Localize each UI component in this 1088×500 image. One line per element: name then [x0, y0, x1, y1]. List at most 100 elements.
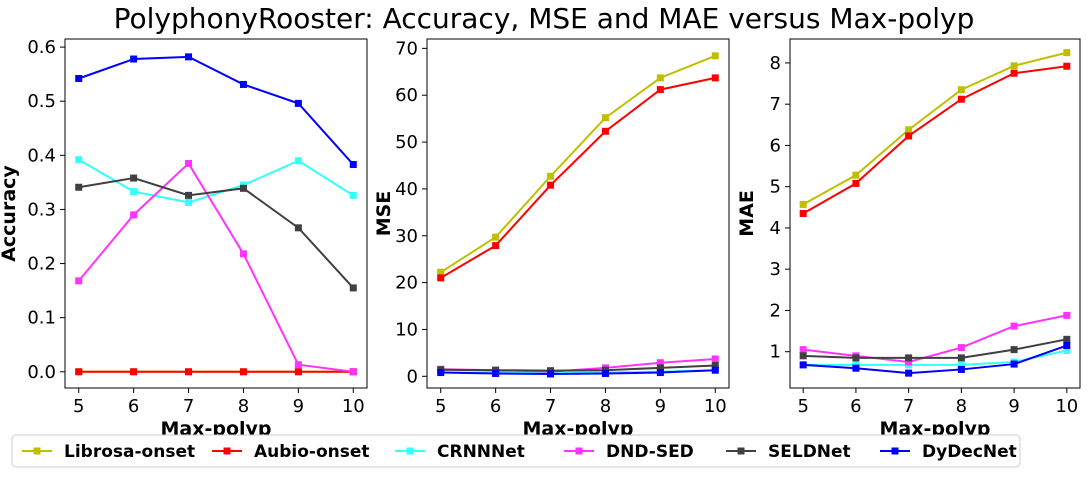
- x-tick-label: 10: [342, 396, 365, 417]
- legend-label: Librosa-onset: [64, 442, 195, 462]
- series-librosa-onset: [799, 49, 1071, 208]
- data-point: [130, 174, 138, 182]
- legend-swatch-marker: [33, 447, 41, 455]
- data-point: [601, 127, 609, 135]
- y-tick-label: 60: [395, 85, 418, 106]
- x-tick-label: 8: [238, 396, 249, 417]
- data-point: [1063, 342, 1071, 350]
- series-aubio-onset: [437, 74, 719, 282]
- series-line: [78, 158, 354, 204]
- x-tick-label: 7: [545, 396, 556, 417]
- y-tick-label: 7: [770, 94, 781, 115]
- series-dnd-sed: [75, 159, 357, 376]
- data-point: [1063, 311, 1071, 319]
- data-point: [711, 355, 719, 363]
- data-point: [294, 361, 302, 369]
- data-point: [799, 210, 807, 217]
- data-point: [239, 184, 247, 192]
- data-point: [349, 161, 357, 169]
- data-point: [294, 368, 302, 376]
- series-line: [803, 344, 1068, 375]
- data-point: [656, 369, 664, 377]
- data-point: [601, 369, 609, 377]
- y-axis-label: MSE: [373, 191, 395, 237]
- series-aubio-onset: [799, 62, 1071, 217]
- data-point: [905, 354, 913, 362]
- data-point: [1010, 69, 1018, 77]
- x-tick-label: 6: [490, 396, 501, 417]
- y-axis-label: MAE: [736, 190, 758, 237]
- data-point: [75, 183, 83, 191]
- data-point: [130, 55, 138, 63]
- data-point: [852, 179, 860, 187]
- x-tick-label: 7: [183, 396, 194, 417]
- data-point: [75, 277, 83, 285]
- data-point: [75, 368, 83, 376]
- data-point: [656, 364, 664, 372]
- data-point: [185, 159, 193, 167]
- data-point: [957, 95, 965, 103]
- data-point: [1063, 335, 1071, 343]
- data-point: [711, 366, 719, 374]
- data-point: [492, 369, 500, 377]
- data-point: [957, 344, 965, 352]
- data-point: [294, 224, 302, 232]
- data-point: [185, 53, 193, 61]
- legend-item-aubio-onset: Aubio-onset: [212, 442, 370, 462]
- legend-item-dydecnet: DyDecNet: [880, 442, 1017, 462]
- series-line: [78, 177, 355, 289]
- data-point: [185, 191, 193, 199]
- legend-label: CRNNNet: [437, 442, 525, 462]
- data-point: [349, 284, 357, 292]
- y-tick-label: 20: [395, 273, 418, 294]
- data-point: [294, 99, 302, 107]
- data-point: [349, 368, 357, 376]
- data-point: [905, 358, 913, 366]
- y-tick-label: 3: [770, 259, 781, 280]
- data-point: [239, 250, 247, 258]
- data-point: [852, 354, 860, 362]
- data-point: [437, 268, 445, 276]
- series-dydecnet: [799, 342, 1071, 377]
- data-point: [905, 126, 913, 134]
- series-aubio-onset: [75, 368, 357, 376]
- y-tick-label: 4: [770, 218, 781, 239]
- series-line: [802, 65, 1067, 215]
- data-point: [130, 211, 138, 219]
- y-tick-label: 0.1: [27, 308, 56, 329]
- x-tick-label: 9: [655, 396, 666, 417]
- data-point: [437, 369, 445, 377]
- series-line: [803, 314, 1068, 364]
- axes-frame: [64, 38, 368, 389]
- legend-frame: [11, 434, 1021, 468]
- legend-label: SELDNet: [768, 442, 851, 462]
- data-point: [711, 74, 719, 82]
- y-tick-label: 70: [395, 38, 418, 59]
- data-point: [656, 86, 664, 94]
- x-tick-label: 7: [903, 396, 914, 417]
- y-tick-label: 30: [395, 226, 418, 247]
- x-tick-label: 9: [1008, 396, 1019, 417]
- y-tick-label: 0.0: [27, 362, 56, 383]
- data-point: [1010, 322, 1018, 330]
- data-point: [656, 359, 664, 367]
- x-tick-label: 8: [956, 396, 967, 417]
- x-tick-label: 5: [73, 396, 84, 417]
- data-point: [1063, 62, 1071, 70]
- legend-label: DyDecNet: [922, 442, 1017, 462]
- data-point: [957, 361, 965, 369]
- data-point: [185, 198, 193, 206]
- y-tick-label: 1: [770, 342, 781, 363]
- y-tick-label: 50: [395, 132, 418, 153]
- data-point: [130, 368, 138, 376]
- data-point: [957, 86, 965, 94]
- x-tick-label: 9: [293, 396, 304, 417]
- x-tick-label: 5: [435, 396, 446, 417]
- y-tick-label: 0.5: [27, 91, 56, 112]
- chart-panels: 5 6 7 8 9 100.00.10.20.30.40.50.6Max-polypAcc…: [0, 37, 1081, 440]
- data-point: [1063, 49, 1071, 57]
- legend-swatch-marker: [223, 447, 231, 455]
